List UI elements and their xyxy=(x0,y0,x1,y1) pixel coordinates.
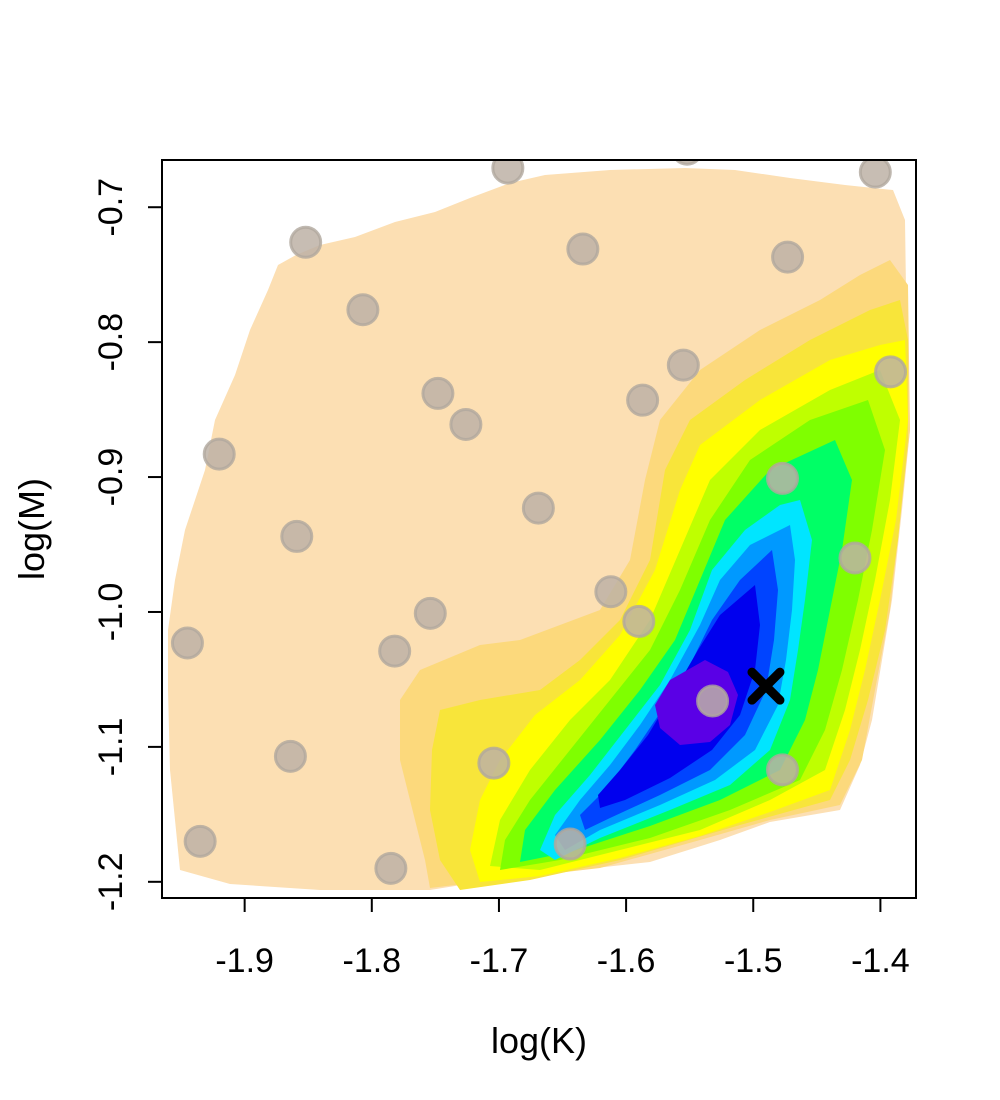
sample-point xyxy=(280,519,314,553)
sample-point xyxy=(696,684,730,718)
sample-point xyxy=(666,348,700,382)
sample-point xyxy=(289,225,323,259)
sample-point xyxy=(183,824,217,858)
sample-point xyxy=(378,634,412,668)
sample-point xyxy=(771,240,805,274)
sample-point xyxy=(170,626,204,660)
x-axis-label: log(K) xyxy=(491,1020,587,1061)
y-axis-label: log(M) xyxy=(11,478,52,580)
sample-point xyxy=(622,604,656,638)
y-tick-label: -0.9 xyxy=(92,448,130,507)
best-estimate-marker xyxy=(747,667,785,705)
best-estimate xyxy=(747,667,785,705)
x-tick-label: -1.9 xyxy=(215,942,274,980)
y-tick-label: -1.2 xyxy=(92,853,130,912)
x-axis: -1.9 -1.8 -1.7 -1.6 -1.5 -1.4 xyxy=(215,897,910,980)
y-tick-label: -0.8 xyxy=(92,313,130,372)
x-tick-label: -1.4 xyxy=(851,942,910,980)
sample-point xyxy=(566,232,600,266)
sample-point xyxy=(874,355,908,389)
sample-point xyxy=(674,160,700,166)
y-axis: -1.2 -1.1 -1.0 -0.9 -0.8 -0.7 xyxy=(92,178,163,912)
sample-point xyxy=(374,851,408,885)
sample-points xyxy=(170,160,908,885)
sample-point xyxy=(491,160,525,185)
sample-point xyxy=(765,461,799,495)
sample-point xyxy=(838,541,872,575)
sample-point xyxy=(594,575,628,609)
sample-point xyxy=(477,746,511,780)
sample-point xyxy=(626,383,660,417)
sample-point xyxy=(449,407,483,441)
sample-point xyxy=(553,827,587,861)
y-tick-label: -1.1 xyxy=(92,718,130,777)
x-tick-label: -1.6 xyxy=(597,942,656,980)
sample-point xyxy=(421,376,455,410)
x-tick-label: -1.7 xyxy=(470,942,529,980)
sample-point xyxy=(202,437,236,471)
sample-point xyxy=(413,596,447,630)
contour-fill xyxy=(168,168,910,890)
x-tick-label: -1.5 xyxy=(724,942,783,980)
sample-point xyxy=(346,293,380,327)
y-tick-label: -0.7 xyxy=(92,178,130,237)
x-tick-label: -1.8 xyxy=(343,942,402,980)
sample-point xyxy=(521,491,555,525)
sample-point xyxy=(765,753,799,787)
y-tick-label: -1.0 xyxy=(92,583,130,642)
sample-point xyxy=(858,160,892,189)
sample-point xyxy=(273,739,307,773)
